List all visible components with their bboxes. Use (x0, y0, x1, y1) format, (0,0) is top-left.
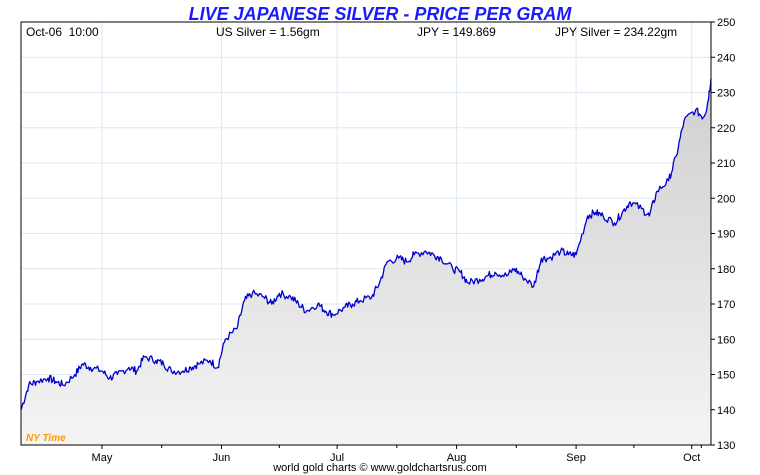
price-area-fill (21, 78, 711, 446)
datetime-label: Oct-06 10:00 (26, 25, 99, 39)
x-tick-label: Jul (330, 452, 344, 464)
jpy-rate-label: JPY = 149.869 (417, 25, 496, 39)
x-tick-label: May (92, 452, 113, 464)
y-tick-label: 220 (717, 123, 735, 135)
jpy-silver-label: JPY Silver = 234.22gm (555, 25, 677, 39)
y-tick-label: 140 (717, 405, 735, 417)
y-axis: 130 140 150 160 170 180 190 200 210 220 230 240 250 (711, 17, 735, 452)
chart-title: LIVE JAPANESE SILVER - PRICE PER GRAM (189, 4, 573, 24)
x-tick-label: Jun (213, 452, 231, 464)
timezone-label: NY Time (26, 433, 66, 444)
y-tick-label: 170 (717, 299, 735, 311)
us-silver-label: US Silver = 1.56gm (216, 25, 320, 39)
y-tick-label: 190 (717, 229, 735, 241)
y-tick-label: 150 (717, 370, 735, 382)
x-tick-label: Oct (683, 452, 700, 464)
x-tick-label: Aug (447, 452, 467, 464)
y-tick-label: 230 (717, 88, 735, 100)
y-tick-label: 130 (717, 440, 735, 452)
y-tick-label: 180 (717, 264, 735, 276)
x-tick-label: Sep (566, 452, 586, 464)
y-tick-label: 210 (717, 158, 735, 170)
price-line (20, 78, 712, 410)
y-tick-label: 240 (717, 52, 735, 64)
x-axis: May Jun Jul Aug Sep Oct (92, 445, 702, 464)
y-tick-label: 200 (717, 193, 735, 205)
footer-credit: world gold charts © www.goldchartsrus.co… (272, 462, 487, 474)
y-tick-label: 250 (717, 17, 735, 29)
y-tick-label: 160 (717, 334, 735, 346)
